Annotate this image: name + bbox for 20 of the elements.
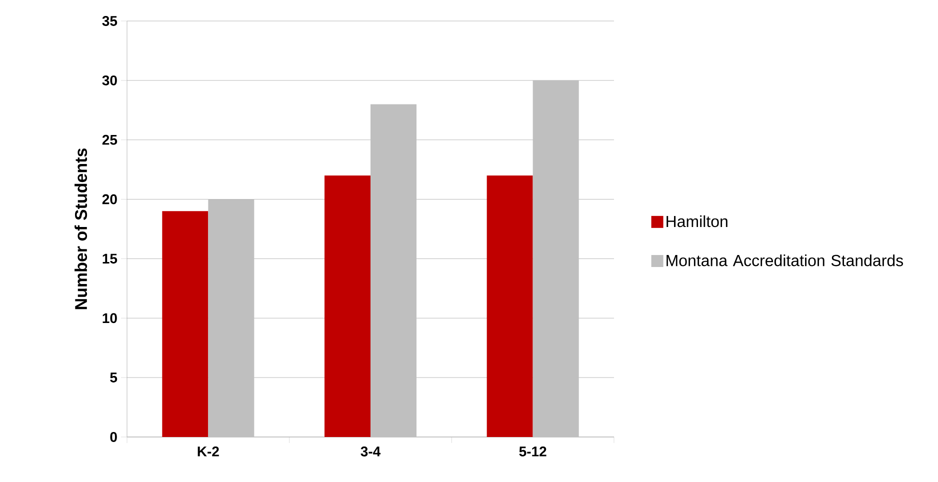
y-tick-label: 25 [102,134,118,145]
x-tick-label: K-2 [198,446,219,456]
legend-label: Hamilton [666,215,728,228]
x-tick-label: 5-12 [519,446,546,456]
bar [208,199,254,437]
y-tick-label: 35 [102,16,118,26]
bar [486,176,533,437]
y-tick-label: 30 [102,75,117,86]
y-tick-label: 15 [102,254,118,264]
bar [324,176,371,437]
y-tick-label: 20 [102,194,117,204]
y-tick-label: 0 [110,432,117,442]
bar [532,80,579,437]
y-tick-label: 10 [102,313,117,324]
y-tick-label: 5 [110,372,118,382]
x-tick-label: 3-4 [360,446,381,456]
y-axis-title: Number of Students [74,148,88,310]
bar [162,211,208,437]
bar [370,104,416,437]
legend-label: Montana Accreditation Standards [666,254,904,266]
